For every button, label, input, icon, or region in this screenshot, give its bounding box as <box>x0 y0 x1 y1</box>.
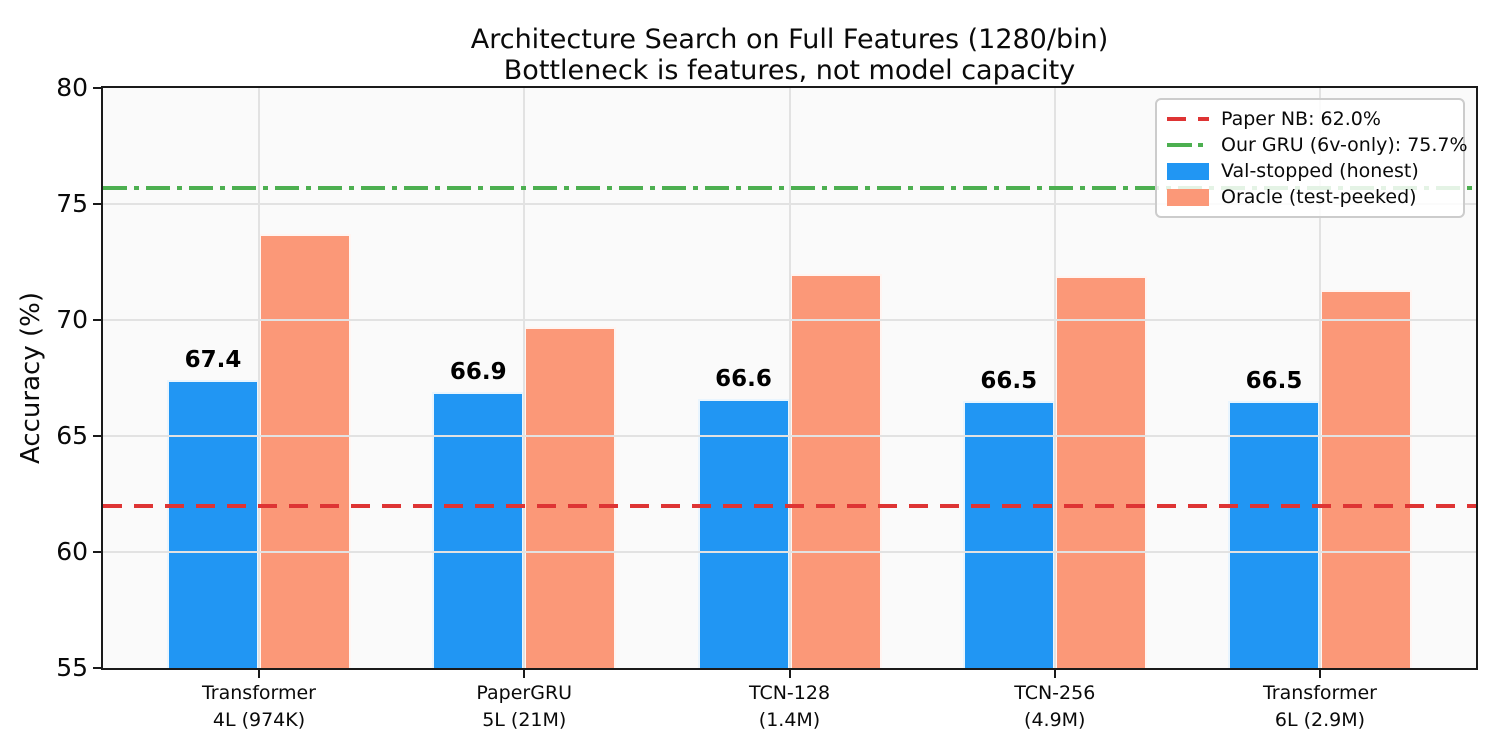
bar-oracle-0 <box>259 234 351 668</box>
x-tick-mark-2 <box>788 670 791 678</box>
reference-line-0 <box>103 503 1476 508</box>
bar-value-label-0: 67.4 <box>184 347 242 374</box>
x-tick-label-line1: TCN-256 <box>1014 682 1096 704</box>
legend-label-oracle: Oracle (test-peeked) <box>1221 186 1417 208</box>
gridline-v-1 <box>523 88 526 668</box>
legend-item-val-stopped: Val-stopped (honest) <box>1167 158 1453 184</box>
x-tick-label-line2: 4L (974K) <box>212 709 306 731</box>
x-tick-label-line1: PaperGRU <box>476 682 573 704</box>
bar-val-stopped-3 <box>962 401 1055 668</box>
legend-item-oracle: Oracle (test-peeked) <box>1167 184 1453 210</box>
x-tick-label-line2: (4.9M) <box>1024 709 1086 731</box>
chart-title: Architecture Search on Full Features (12… <box>470 24 1109 55</box>
y-tick-label-60: 60 <box>56 537 88 566</box>
blue-patch-sample <box>1167 162 1209 180</box>
x-tick-label-2: TCN-128 (1.4M) <box>658 680 922 734</box>
green-dashdot-line-sample <box>1167 143 1209 147</box>
x-tick-mark-0 <box>258 670 260 678</box>
x-tick-label-line1: Transformer <box>1262 682 1377 704</box>
x-tick-label-line2: 6L (2.9M) <box>1274 709 1366 731</box>
x-tick-mark-3 <box>1053 670 1056 678</box>
gridline-h-75 <box>103 203 1476 205</box>
bar-value-label-2: 66.6 <box>715 365 772 392</box>
x-tick-label-1: PaperGRU 5L (21M) <box>392 680 656 734</box>
salmon-patch-sample <box>1167 188 1209 206</box>
legend-label-our-gru: Our GRU (6v-only): 75.7% <box>1221 134 1468 156</box>
y-tick-label-65: 65 <box>56 421 88 450</box>
y-tick-mark-75 <box>93 203 101 205</box>
y-tick-label-55: 55 <box>56 653 88 682</box>
x-tick-label-0: Transformer 4L (974K) <box>127 680 391 734</box>
y-tick-label-70: 70 <box>56 305 88 334</box>
x-tick-label-line2: (1.4M) <box>758 709 821 731</box>
legend-item-paper-nb: Paper NB: 62.0% <box>1167 106 1453 132</box>
bar-oracle-2 <box>789 273 882 668</box>
bar-val-stopped-0 <box>167 380 259 668</box>
gridline-h-65 <box>103 435 1476 437</box>
bar-value-label-4: 66.5 <box>1245 368 1303 395</box>
bar-oracle-1 <box>524 326 617 668</box>
x-tick-label-3: TCN-256 (4.9M) <box>923 680 1187 734</box>
reference-line-1 <box>103 185 1476 190</box>
bar-val-stopped-1 <box>432 391 525 668</box>
y-tick-mark-80 <box>93 87 101 89</box>
x-tick-label-line1: Transformer <box>201 682 316 704</box>
legend-item-our-gru: Our GRU (6v-only): 75.7% <box>1167 132 1468 158</box>
x-tick-mark-1 <box>523 670 526 678</box>
y-tick-mark-65 <box>93 435 101 437</box>
x-tick-label-line1: TCN-128 <box>748 682 831 704</box>
chart-subtitle: Bottleneck is features, not model capaci… <box>503 55 1076 86</box>
gridline-v-4 <box>1319 88 1321 668</box>
x-tick-mark-4 <box>1319 670 1321 678</box>
legend-label-val-stopped: Val-stopped (honest) <box>1221 160 1419 182</box>
red-dashed-line-sample <box>1167 117 1209 121</box>
x-tick-label-line2: 5L (21M) <box>482 709 567 731</box>
bar-oracle-4 <box>1320 289 1412 668</box>
y-tick-mark-70 <box>93 319 101 321</box>
gridline-v-2 <box>788 88 791 668</box>
gridline-v-0 <box>258 88 260 668</box>
bar-oracle-3 <box>1054 275 1147 668</box>
x-tick-label-4: Transformer 6L (2.9M) <box>1188 680 1452 734</box>
y-tick-label-75: 75 <box>56 189 88 218</box>
bar-value-label-3: 66.5 <box>980 368 1038 395</box>
gridline-h-60 <box>103 551 1476 553</box>
y-tick-mark-60 <box>93 551 101 553</box>
bar-val-stopped-2 <box>697 398 790 668</box>
y-tick-mark-55 <box>93 667 101 669</box>
legend: Paper NB: 62.0% Our GRU (6v-only): 75.7%… <box>1155 98 1468 218</box>
bar-value-label-1: 66.9 <box>449 358 507 385</box>
chart-title-block: Architecture Search on Full Features (12… <box>101 24 1478 86</box>
gridline-h-70 <box>103 319 1476 321</box>
legend-label-paper-nb: Paper NB: 62.0% <box>1221 108 1381 130</box>
y-tick-label-80: 80 <box>56 73 88 102</box>
gridline-v-3 <box>1053 88 1056 668</box>
bar-val-stopped-4 <box>1228 401 1320 668</box>
